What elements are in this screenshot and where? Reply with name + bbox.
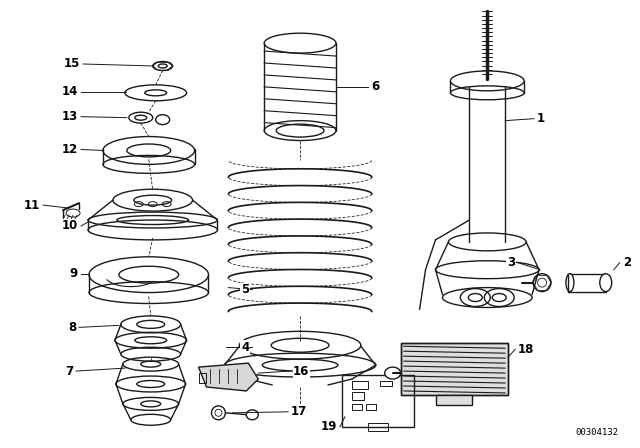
Text: 5: 5	[241, 283, 250, 296]
Bar	[368, 423, 388, 431]
Text: 2: 2	[623, 256, 631, 269]
Text: 19: 19	[321, 420, 337, 433]
Text: 00304132: 00304132	[576, 428, 619, 437]
Text: 12: 12	[62, 143, 78, 156]
Bar	[436, 395, 472, 405]
Bar	[352, 392, 364, 400]
Text: 11: 11	[24, 198, 40, 211]
Bar	[401, 343, 508, 395]
Text: 13: 13	[62, 110, 78, 123]
Text: 1: 1	[537, 112, 545, 125]
Text: 4: 4	[241, 341, 250, 354]
Text: 16: 16	[293, 365, 310, 378]
Polygon shape	[198, 363, 259, 391]
Text: 7: 7	[65, 365, 73, 378]
Text: 17: 17	[291, 405, 307, 418]
Text: 15: 15	[63, 57, 80, 70]
Ellipse shape	[246, 410, 259, 420]
Text: 9: 9	[70, 267, 78, 280]
Bar	[352, 381, 368, 389]
Ellipse shape	[566, 274, 574, 292]
Bar	[366, 404, 376, 410]
Text: 14: 14	[61, 85, 78, 98]
Text: 10: 10	[62, 220, 78, 233]
Bar	[401, 343, 508, 395]
Text: 18: 18	[518, 343, 534, 356]
Bar	[342, 375, 413, 427]
Bar	[380, 381, 392, 386]
Text: 3: 3	[507, 256, 515, 269]
Ellipse shape	[385, 367, 401, 379]
Text: 6: 6	[371, 80, 379, 93]
Bar	[198, 373, 207, 383]
Ellipse shape	[600, 274, 612, 292]
Bar	[352, 404, 362, 410]
Text: 8: 8	[68, 321, 76, 334]
